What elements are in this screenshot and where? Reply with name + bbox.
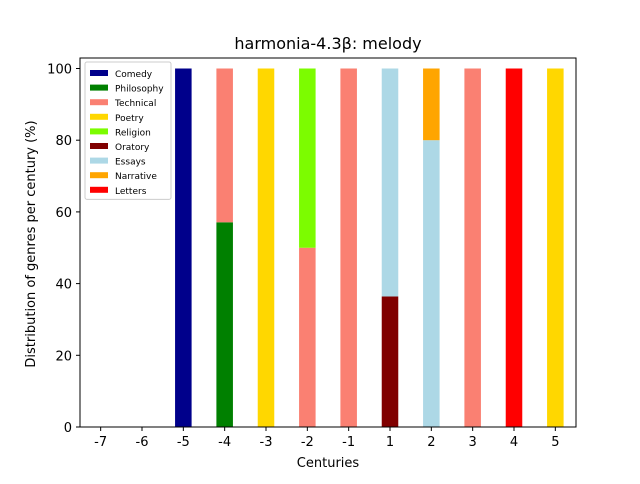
legend-box bbox=[84, 61, 172, 200]
x-tick-label: 3 bbox=[469, 435, 477, 450]
x-tick-label: 5 bbox=[551, 435, 559, 450]
legend-entry-label: Technical bbox=[114, 99, 156, 109]
legend-swatch bbox=[90, 172, 108, 179]
bar-segment bbox=[257, 68, 275, 427]
legend-entry-label: Oratory bbox=[115, 143, 150, 153]
x-tick-label: -5 bbox=[177, 435, 190, 450]
x-tick-label: -4 bbox=[218, 435, 231, 450]
x-tick-label: -6 bbox=[136, 435, 149, 450]
bar-segment bbox=[381, 296, 399, 427]
bar-segment bbox=[299, 247, 316, 427]
bars-layer bbox=[175, 68, 564, 427]
y-tick-label: 40 bbox=[55, 278, 72, 293]
legend-entry-label: Narrative bbox=[115, 172, 157, 182]
y-tick-label: 80 bbox=[55, 134, 72, 149]
y-tick-label: 60 bbox=[55, 206, 72, 221]
legend-entry-label: Essays bbox=[115, 158, 146, 168]
x-tick-label: -1 bbox=[342, 435, 355, 450]
legend-swatch bbox=[90, 99, 108, 106]
legend-swatch bbox=[90, 143, 108, 149]
legend-swatch bbox=[90, 186, 108, 193]
legend-swatch bbox=[90, 84, 108, 91]
bar-segment bbox=[423, 68, 440, 141]
legend-entry-label: Philosophy bbox=[115, 85, 164, 95]
bar-segment bbox=[423, 140, 440, 427]
legend-swatch bbox=[90, 113, 108, 120]
x-tick-label: -2 bbox=[301, 435, 314, 450]
x-tick-label: 1 bbox=[386, 435, 394, 450]
y-tick-label: 0 bbox=[64, 421, 72, 436]
chart-title: harmonia-4.3β: melody bbox=[234, 34, 421, 53]
legend-entry-label: Religion bbox=[115, 128, 151, 138]
bar-segment bbox=[340, 68, 357, 427]
x-tick-label: -3 bbox=[260, 435, 273, 450]
legend-swatch bbox=[90, 128, 108, 135]
bar-segment bbox=[547, 68, 564, 427]
legend-swatch bbox=[90, 70, 108, 76]
bar-segment bbox=[464, 68, 481, 427]
plot-frame bbox=[79, 57, 577, 428]
axes-layer: -7 -6 -5 -4 -3 -2 -1 1 2 3 4 5 0 20 40 60 80 100 bbox=[47, 57, 577, 450]
legend-swatch bbox=[90, 157, 108, 164]
y-axis-label: Distribution of genres per century (%) bbox=[24, 120, 39, 367]
legend: Comedy Philosophy Technical Poetry Religion O… bbox=[84, 61, 172, 200]
bar-segment bbox=[216, 68, 233, 223]
x-tick-label: 4 bbox=[510, 435, 518, 450]
y-tick-label: 100 bbox=[47, 63, 72, 78]
x-axis-label: Centuries bbox=[297, 456, 360, 471]
legend-entry-label: Comedy bbox=[115, 70, 153, 80]
x-tick-label: 2 bbox=[427, 435, 435, 450]
bar-segment bbox=[216, 222, 233, 427]
legend-entry-label: Letters bbox=[115, 187, 147, 197]
y-tick-label: 20 bbox=[55, 349, 72, 364]
bar-segment bbox=[381, 68, 399, 297]
bar-segment bbox=[505, 68, 523, 427]
x-tick-label: -7 bbox=[94, 435, 107, 450]
bar-segment bbox=[299, 68, 316, 248]
legend-entry-label: Poetry bbox=[115, 114, 144, 124]
bar-segment bbox=[175, 68, 192, 427]
